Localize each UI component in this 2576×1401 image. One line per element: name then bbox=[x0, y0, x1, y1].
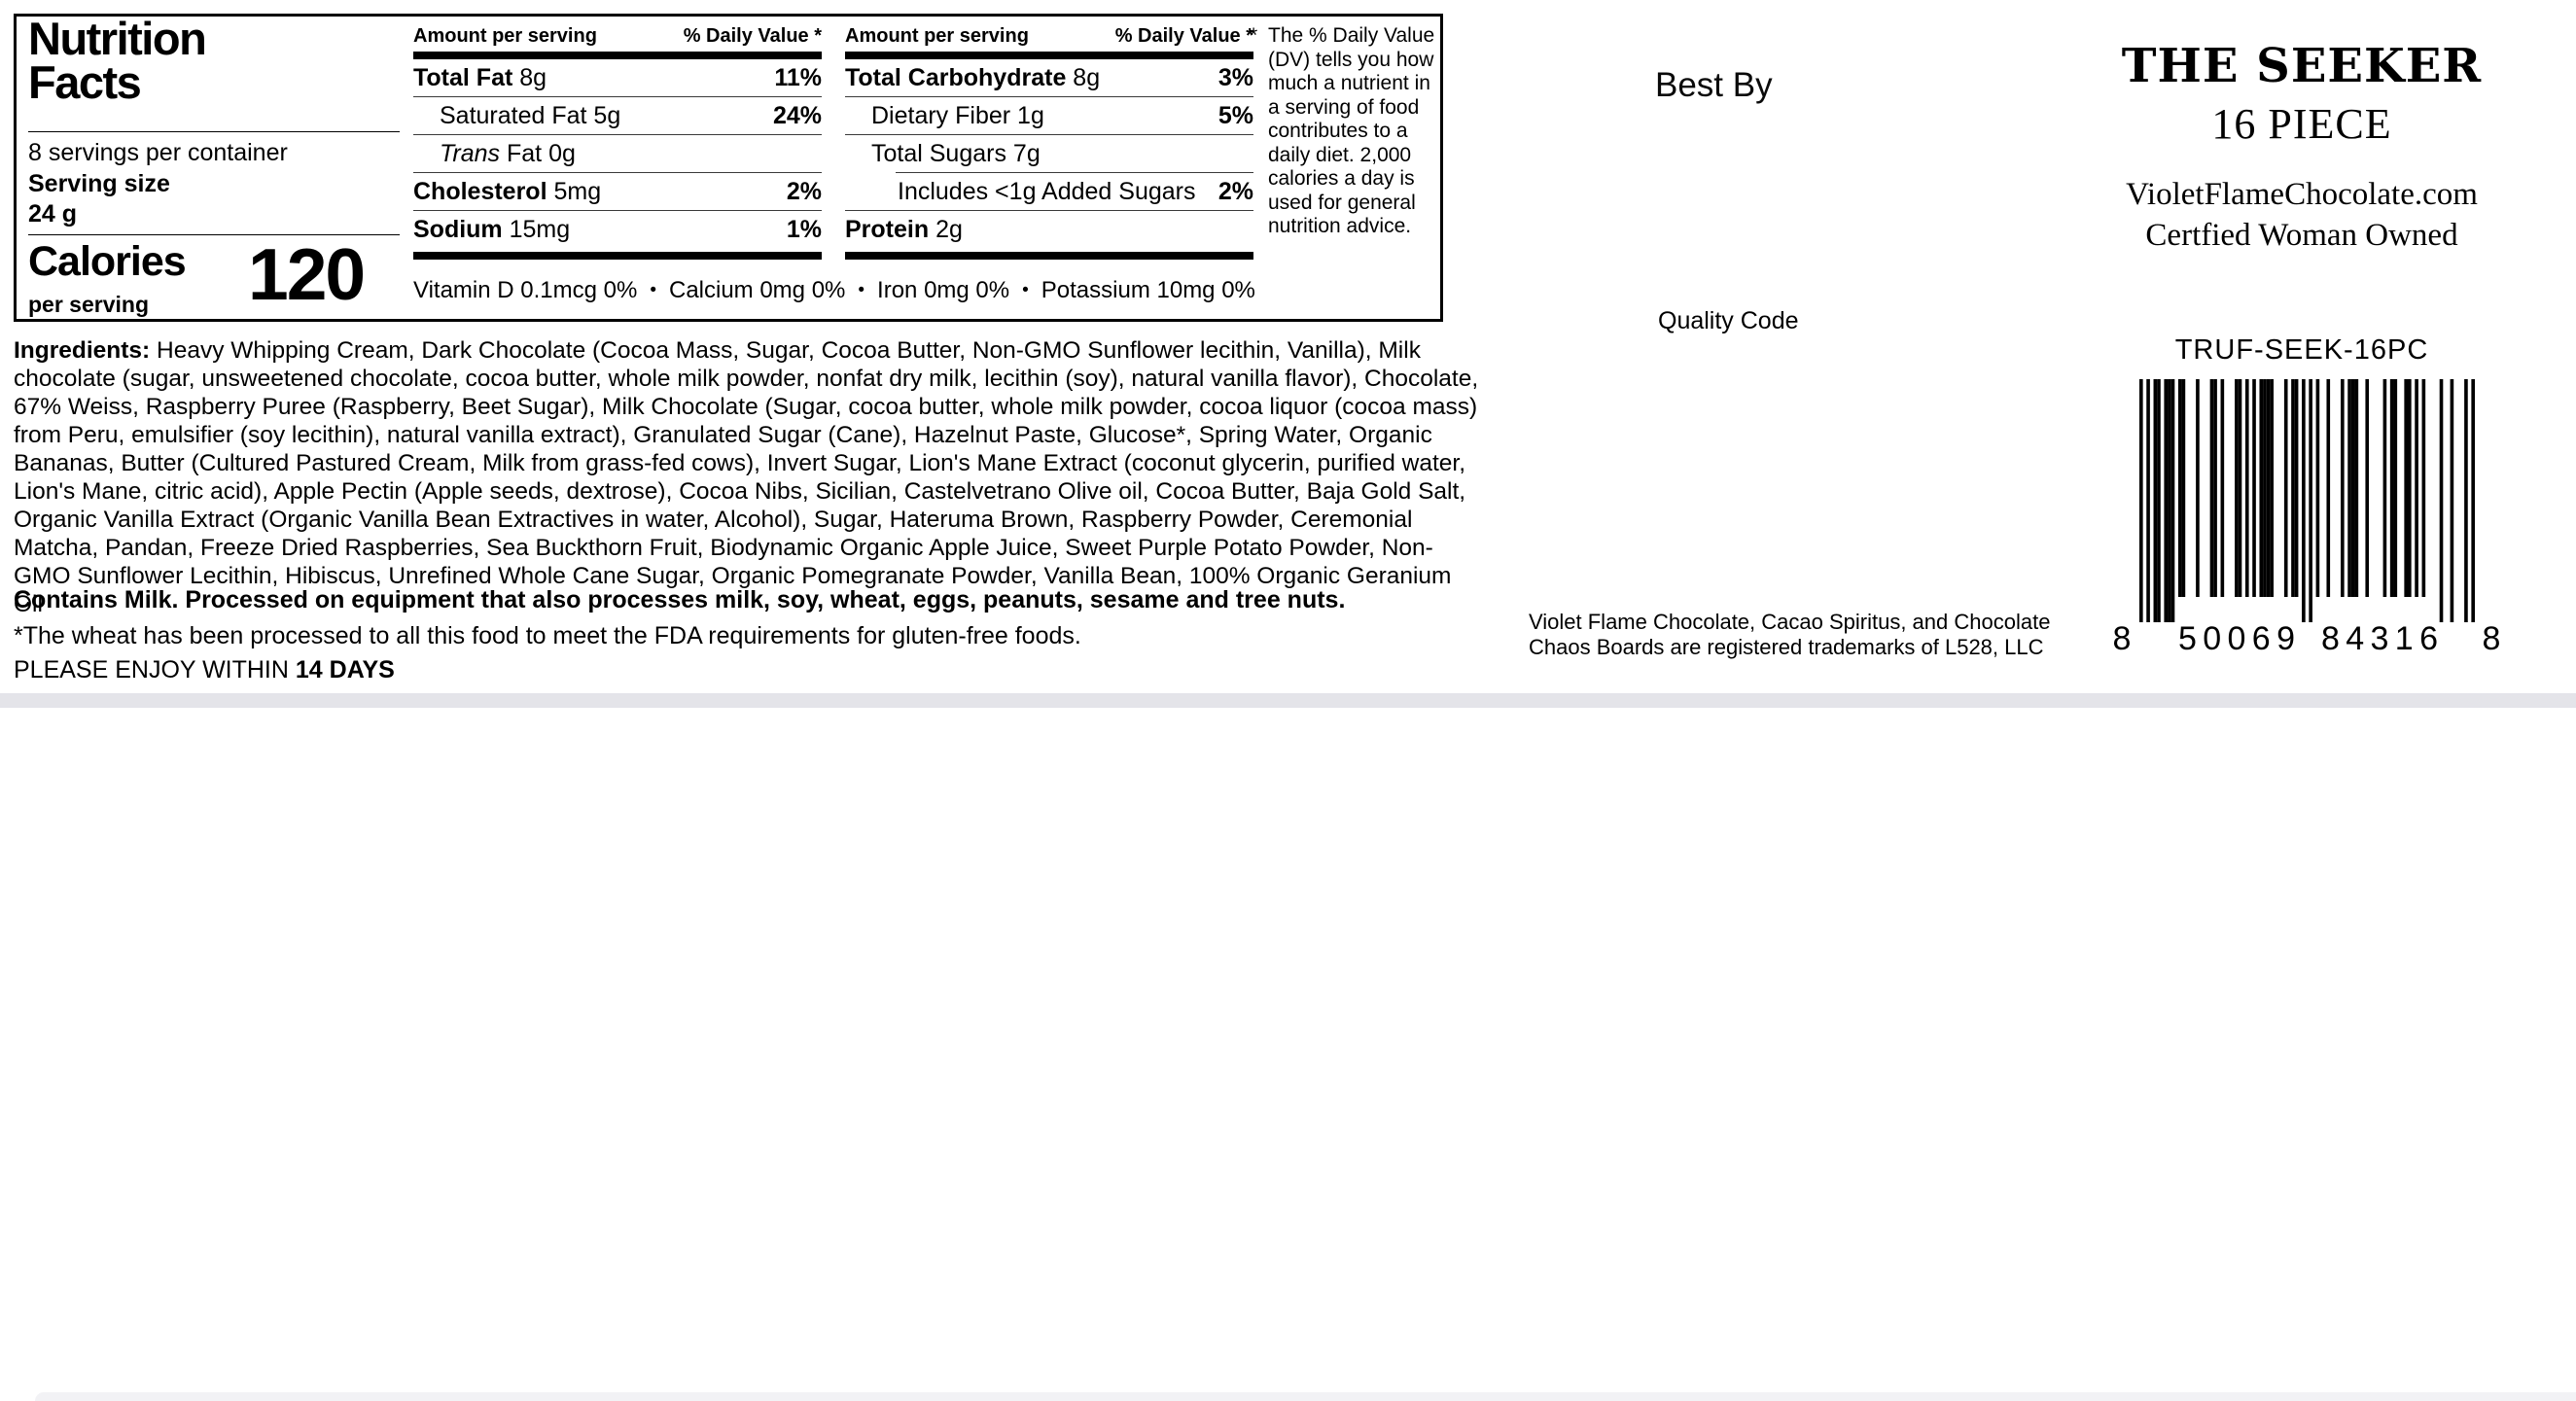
nutrient-row: Trans Fat 0g bbox=[413, 135, 822, 172]
bullet-separator: • bbox=[858, 280, 865, 300]
piece-count: 16 PIECE bbox=[2211, 100, 2392, 148]
row-divider bbox=[413, 134, 822, 135]
barcode-digits: 50069 bbox=[2178, 620, 2295, 655]
nutrient-row: Protein 2g bbox=[845, 211, 1253, 248]
nutrient-name: Saturated Fat 5g bbox=[440, 101, 621, 129]
sku-code: TRUF-SEEK-16PC bbox=[2174, 334, 2429, 366]
quality-code-label: Quality Code bbox=[1658, 307, 1799, 334]
footnote-asterisk: * bbox=[1250, 24, 1258, 47]
nutrient-name: Total Fat 8g bbox=[413, 63, 547, 91]
best-by-label: Best By bbox=[1655, 66, 1773, 104]
nutrient-column-fat: Amount per serving % Daily Value * Total… bbox=[413, 22, 822, 260]
ingredients-paragraph: Ingredients: Heavy Whipping Cream, Dark … bbox=[14, 336, 1480, 618]
nutrient-name: Dietary Fiber 1g bbox=[871, 101, 1044, 129]
thick-bar bbox=[845, 252, 1253, 260]
bullet-separator: • bbox=[1022, 280, 1029, 300]
enjoy-prefix: PLEASE ENJOY WITHIN bbox=[14, 656, 296, 683]
row-divider bbox=[845, 96, 1253, 97]
trademark-line-2: Chaos Boards are registered trademarks o… bbox=[1529, 635, 2044, 659]
trademark-line-1: Violet Flame Chocolate, Cacao Spiritus, … bbox=[1529, 610, 2051, 634]
nutrient-daily-value: 5% bbox=[1217, 101, 1253, 129]
thick-bar bbox=[413, 52, 822, 59]
divider bbox=[28, 234, 400, 235]
serving-size-value: 24 g bbox=[28, 200, 78, 228]
trademark-notice: Violet Flame Chocolate, Cacao Spiritus, … bbox=[1529, 610, 2050, 660]
vitamin-entry: Potassium 10mg 0% bbox=[1041, 277, 1255, 303]
nutrient-daily-value: 2% bbox=[786, 177, 822, 205]
nutrient-name: Total Sugars 7g bbox=[871, 139, 1041, 167]
nutrient-row: Saturated Fat 5g 24% bbox=[413, 97, 822, 134]
window-bottom-strip-inner bbox=[35, 1392, 2576, 1401]
bullet-separator: • bbox=[650, 280, 656, 300]
nutrient-row: Includes <1g Added Sugars 2% bbox=[845, 173, 1253, 210]
upc-barcode: 8 50069 84316 8 bbox=[2113, 379, 2501, 655]
nutrient-name: Trans Fat 0g bbox=[440, 139, 576, 167]
serving-size-label: Serving size bbox=[28, 170, 170, 197]
nutrient-rows: Total Fat 8g 11% Saturated Fat 5g 24% Trans … bbox=[413, 59, 822, 260]
nutrient-name: Total Carbohydrate 8g bbox=[845, 63, 1101, 91]
gluten-free-statement: *The wheat has been processed to all thi… bbox=[14, 622, 1081, 649]
column-header: Amount per serving % Daily Value * bbox=[845, 22, 1253, 48]
nutrient-daily-value: 2% bbox=[1217, 177, 1253, 205]
vitamin-entry: Vitamin D 0.1mcg 0% bbox=[413, 277, 638, 303]
row-divider bbox=[413, 96, 822, 97]
ingredients-text: Heavy Whipping Cream, Dark Chocolate (Co… bbox=[14, 337, 1479, 617]
nutrient-name: Sodium 15mg bbox=[413, 215, 571, 243]
amount-per-serving-header: Amount per serving bbox=[845, 25, 1029, 47]
vitamins-minerals-line: Vitamin D 0.1mcg 0% • Calcium 0mg 0% • Iron … bbox=[413, 277, 1255, 304]
thick-bar bbox=[413, 252, 822, 260]
window-bottom-strip bbox=[0, 693, 2576, 1401]
calories-value: 120 bbox=[248, 233, 366, 315]
row-divider bbox=[896, 172, 1253, 173]
vitamin-entry: Calcium 0mg 0% bbox=[668, 277, 846, 303]
amount-per-serving-header: Amount per serving bbox=[413, 25, 597, 47]
thick-bar bbox=[845, 52, 1253, 59]
calories-sublabel: per serving bbox=[28, 292, 149, 317]
nutrient-rows: Total Carbohydrate 8g 3% Dietary Fiber 1g 5… bbox=[845, 59, 1253, 260]
nutrient-name: Includes <1g Added Sugars bbox=[898, 177, 1196, 205]
barcode-digits: 8 bbox=[2113, 620, 2132, 655]
daily-value-header: % Daily Value * bbox=[1114, 25, 1253, 47]
daily-value-footnote: The % Daily Value (DV) tells you how muc… bbox=[1268, 24, 1435, 237]
nutrient-row: Total Sugars 7g bbox=[845, 135, 1253, 172]
website-url: VioletFlameChocolate.com bbox=[2126, 177, 2478, 212]
calories-label: Calories bbox=[28, 238, 187, 285]
barcode-digits: 8 bbox=[2483, 620, 2501, 655]
row-divider bbox=[413, 172, 822, 173]
nutrient-row: Total Fat 8g 11% bbox=[413, 59, 822, 96]
certification-line: Certfied Woman Owned bbox=[2145, 218, 2458, 253]
brand-product-name: THE SEEKER bbox=[2121, 39, 2483, 93]
barcode-digits: 84316 bbox=[2321, 620, 2438, 655]
product-label: { "panel": { "title_line1": "Nutrition",… bbox=[0, 14, 2576, 1401]
divider bbox=[28, 131, 400, 132]
servings-per-container: 8 servings per container bbox=[28, 139, 288, 166]
allergen-statement: Contains Milk. Processed on equipment th… bbox=[14, 586, 1346, 613]
nutrient-name: Cholesterol 5mg bbox=[413, 177, 602, 205]
nutrient-daily-value: 1% bbox=[786, 215, 822, 243]
row-divider bbox=[845, 210, 1253, 211]
row-divider bbox=[413, 210, 822, 211]
nutrient-row: Cholesterol 5mg 2% bbox=[413, 173, 822, 210]
nutrient-name: Protein 2g bbox=[845, 215, 963, 243]
row-divider bbox=[845, 134, 1253, 135]
nutrition-facts-panel: Nutrition Facts 8 servings per container… bbox=[14, 14, 1443, 322]
enjoy-within-statement: PLEASE ENJOY WITHIN 14 DAYS bbox=[14, 656, 395, 684]
nutrient-row: Dietary Fiber 1g 5% bbox=[845, 97, 1253, 134]
ingredients-label: Ingredients: bbox=[14, 337, 158, 364]
title-line-1: Nutrition bbox=[28, 13, 207, 64]
nutrient-row: Total Carbohydrate 8g 3% bbox=[845, 59, 1253, 96]
nutrient-daily-value: 24% bbox=[772, 101, 822, 129]
vitamin-entry: Iron 0mg 0% bbox=[877, 277, 1010, 303]
nutrient-daily-value: 3% bbox=[1217, 63, 1253, 91]
nutrient-daily-value: 11% bbox=[774, 63, 822, 91]
title-line-2: Facts bbox=[28, 56, 142, 108]
enjoy-duration: 14 DAYS bbox=[295, 656, 395, 683]
daily-value-header: % Daily Value * bbox=[683, 25, 822, 47]
nutrient-row: Sodium 15mg 1% bbox=[413, 211, 822, 248]
nutrition-facts-title: Nutrition Facts bbox=[28, 13, 207, 108]
nutrient-column-carb: Amount per serving % Daily Value * Total… bbox=[845, 22, 1253, 260]
column-header: Amount per serving % Daily Value * bbox=[413, 22, 822, 48]
